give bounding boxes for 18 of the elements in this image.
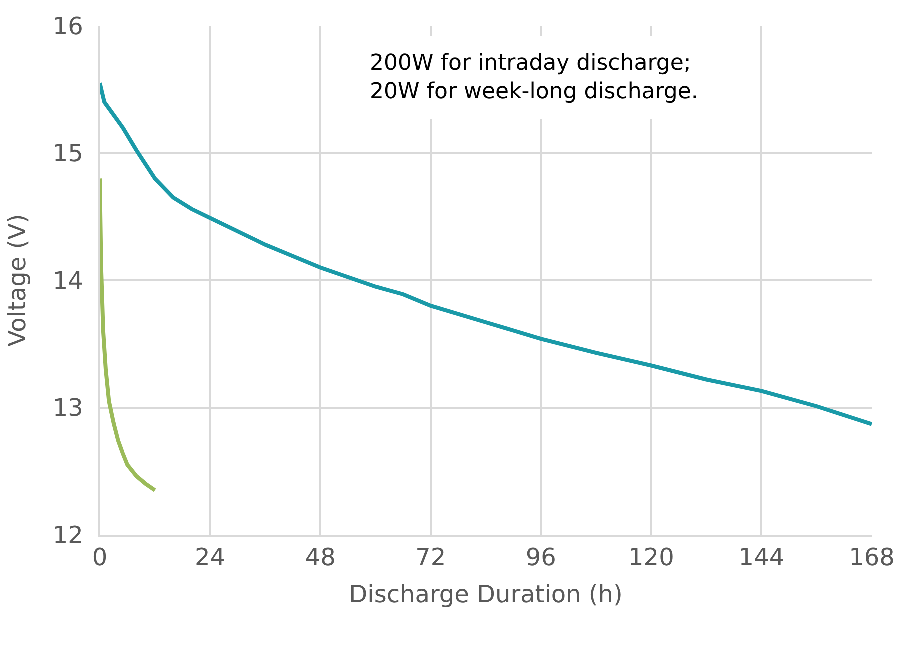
x-tick-label: 120 — [628, 544, 674, 572]
y-tick-label: 15 — [52, 140, 84, 168]
x-tick-label: 48 — [305, 544, 336, 572]
y-axis-title: Voltage (V) — [4, 214, 32, 347]
y-tick-label: 14 — [52, 266, 84, 295]
y-tick-label: 12 — [52, 521, 84, 550]
x-tick-label: 96 — [526, 544, 556, 572]
x-axis-title: Discharge Duration (h) — [349, 580, 623, 608]
y-tick-label: 16 — [52, 12, 84, 40]
line-series — [100, 81, 872, 426]
x-tick-label: 0 — [92, 544, 108, 572]
x-tick-label: 24 — [195, 544, 226, 572]
x-tick-label: 144 — [738, 544, 785, 572]
x-tick-label: 168 — [849, 544, 895, 572]
y-tick-label: 13 — [52, 394, 84, 422]
x-tick-label: 72 — [416, 544, 446, 572]
line-series — [100, 176, 158, 492]
annotation: 200W for intraday discharge; 20W for week-long discharge. — [370, 51, 698, 105]
